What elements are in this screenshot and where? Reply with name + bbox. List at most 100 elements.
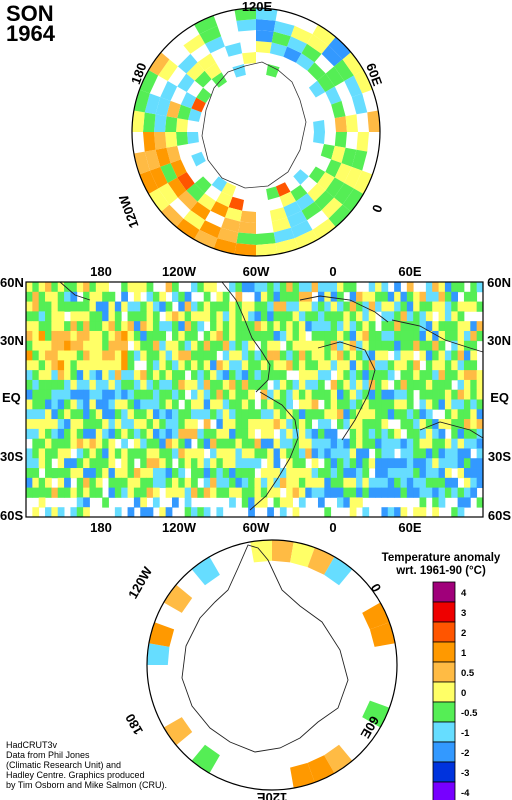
world-grid-cell	[457, 311, 465, 322]
world-grid-cell	[451, 311, 459, 322]
world-lat-right-30s: 30S	[488, 449, 511, 464]
world-grid-cell	[229, 379, 236, 391]
world-grid-cell	[356, 409, 363, 420]
world-grid-cell	[419, 311, 427, 322]
world-grid-cell	[178, 350, 186, 361]
world-grid-cell	[387, 487, 395, 498]
world-grid-cell	[267, 468, 274, 479]
world-grid-cell	[127, 458, 135, 469]
world-grid-cell	[45, 428, 52, 440]
world-grid-cell	[375, 419, 382, 430]
world-grid-cell	[248, 301, 255, 312]
world-grid-cell	[419, 428, 427, 440]
world-grid-cell	[51, 311, 59, 322]
world-grid-cell	[165, 438, 173, 449]
world-grid-cell	[235, 399, 243, 410]
world-grid-cell	[337, 409, 344, 420]
world-grid-cell	[337, 438, 344, 449]
polar-grid-cell	[324, 744, 353, 774]
world-grid-cell	[95, 379, 103, 391]
world-grid-cell	[64, 419, 71, 430]
world-grid-cell	[51, 448, 59, 459]
world-grid-cell	[26, 291, 33, 302]
world-grid-cell	[64, 477, 71, 489]
world-grid-cell	[171, 389, 179, 400]
world-grid-cell	[298, 428, 306, 440]
world-grid-cell	[317, 370, 325, 381]
world-grid-cell	[381, 360, 389, 371]
world-grid-cell	[178, 448, 186, 459]
world-grid-cell	[298, 487, 306, 498]
world-grid-cell	[305, 477, 313, 489]
world-grid-cell	[89, 389, 97, 400]
polar-grid-cell	[197, 53, 216, 71]
world-grid-cell	[152, 458, 160, 469]
credits-line-1: HadCRUT3v	[6, 740, 58, 750]
world-grid-cell	[108, 419, 116, 430]
world-grid-cell	[324, 507, 332, 518]
world-grid-cell	[248, 389, 255, 400]
world-grid-cell	[343, 330, 351, 342]
world-grid-cell	[444, 291, 452, 302]
world-grid-cell	[457, 487, 465, 498]
world-grid-cell	[248, 370, 255, 381]
world-grid-cell	[51, 438, 59, 449]
world-grid-cell	[64, 448, 71, 459]
world-grid-cell	[165, 487, 173, 498]
world-grid-cell	[184, 399, 192, 410]
world-grid-cell	[279, 301, 287, 312]
polar-grid-cell	[177, 190, 198, 211]
legend-label: 0	[461, 688, 466, 699]
world-grid-cell	[476, 438, 484, 449]
world-grid-cell	[305, 370, 313, 381]
world-grid-cell	[121, 379, 128, 391]
world-grid-cell	[146, 477, 154, 489]
world-grid-cell	[121, 399, 128, 410]
world-grid-cell	[222, 409, 230, 420]
world-grid-cell	[38, 458, 46, 469]
world-grid-cell	[229, 409, 236, 420]
world-grid-cell	[152, 350, 160, 361]
world-grid-cell	[337, 458, 344, 469]
world-grid-cell	[248, 458, 255, 469]
world-grid-cell	[57, 507, 65, 518]
world-grid-cell	[267, 487, 274, 498]
world-grid-cell	[432, 301, 439, 312]
world-grid-cell	[375, 350, 382, 361]
world-grid-cell	[298, 389, 306, 400]
world-grid-cell	[438, 370, 446, 381]
world-grid-cell	[254, 370, 262, 381]
world-grid-cell	[197, 409, 205, 420]
world-grid-cell	[83, 350, 90, 361]
polar-grid-cell	[362, 602, 390, 630]
legend-label: -2	[461, 748, 469, 759]
world-grid-cell	[89, 438, 97, 449]
world-grid-cell	[70, 399, 78, 410]
world-grid-cell	[337, 448, 344, 459]
world-grid-cell	[70, 487, 78, 498]
world-grid-cell	[273, 370, 281, 381]
world-grid-cell	[349, 370, 357, 381]
world-grid-cell	[349, 389, 357, 400]
world-grid-cell	[83, 477, 90, 489]
polar-grid-cell	[328, 204, 351, 227]
world-grid-cell	[368, 370, 376, 381]
world-map	[25, 281, 484, 518]
polar-grid-cell	[256, 243, 278, 256]
world-grid-cell	[222, 419, 230, 430]
world-grid-cell	[89, 370, 97, 381]
world-grid-cell	[216, 360, 224, 371]
world-grid-cell	[413, 291, 420, 302]
world-grid-cell	[203, 370, 211, 381]
world-grid-cell	[368, 321, 376, 332]
world-grid-cell	[400, 311, 408, 322]
world-grid-cell	[38, 419, 46, 430]
world-grid-cell	[330, 399, 338, 410]
world-grid-cell	[95, 458, 103, 469]
world-grid-cell	[425, 458, 433, 469]
world-grid-cell	[317, 330, 325, 342]
world-grid-cell	[108, 360, 116, 371]
world-grid-cell	[152, 321, 160, 332]
world-grid-cell	[127, 389, 135, 400]
world-grid-cell	[413, 370, 420, 381]
